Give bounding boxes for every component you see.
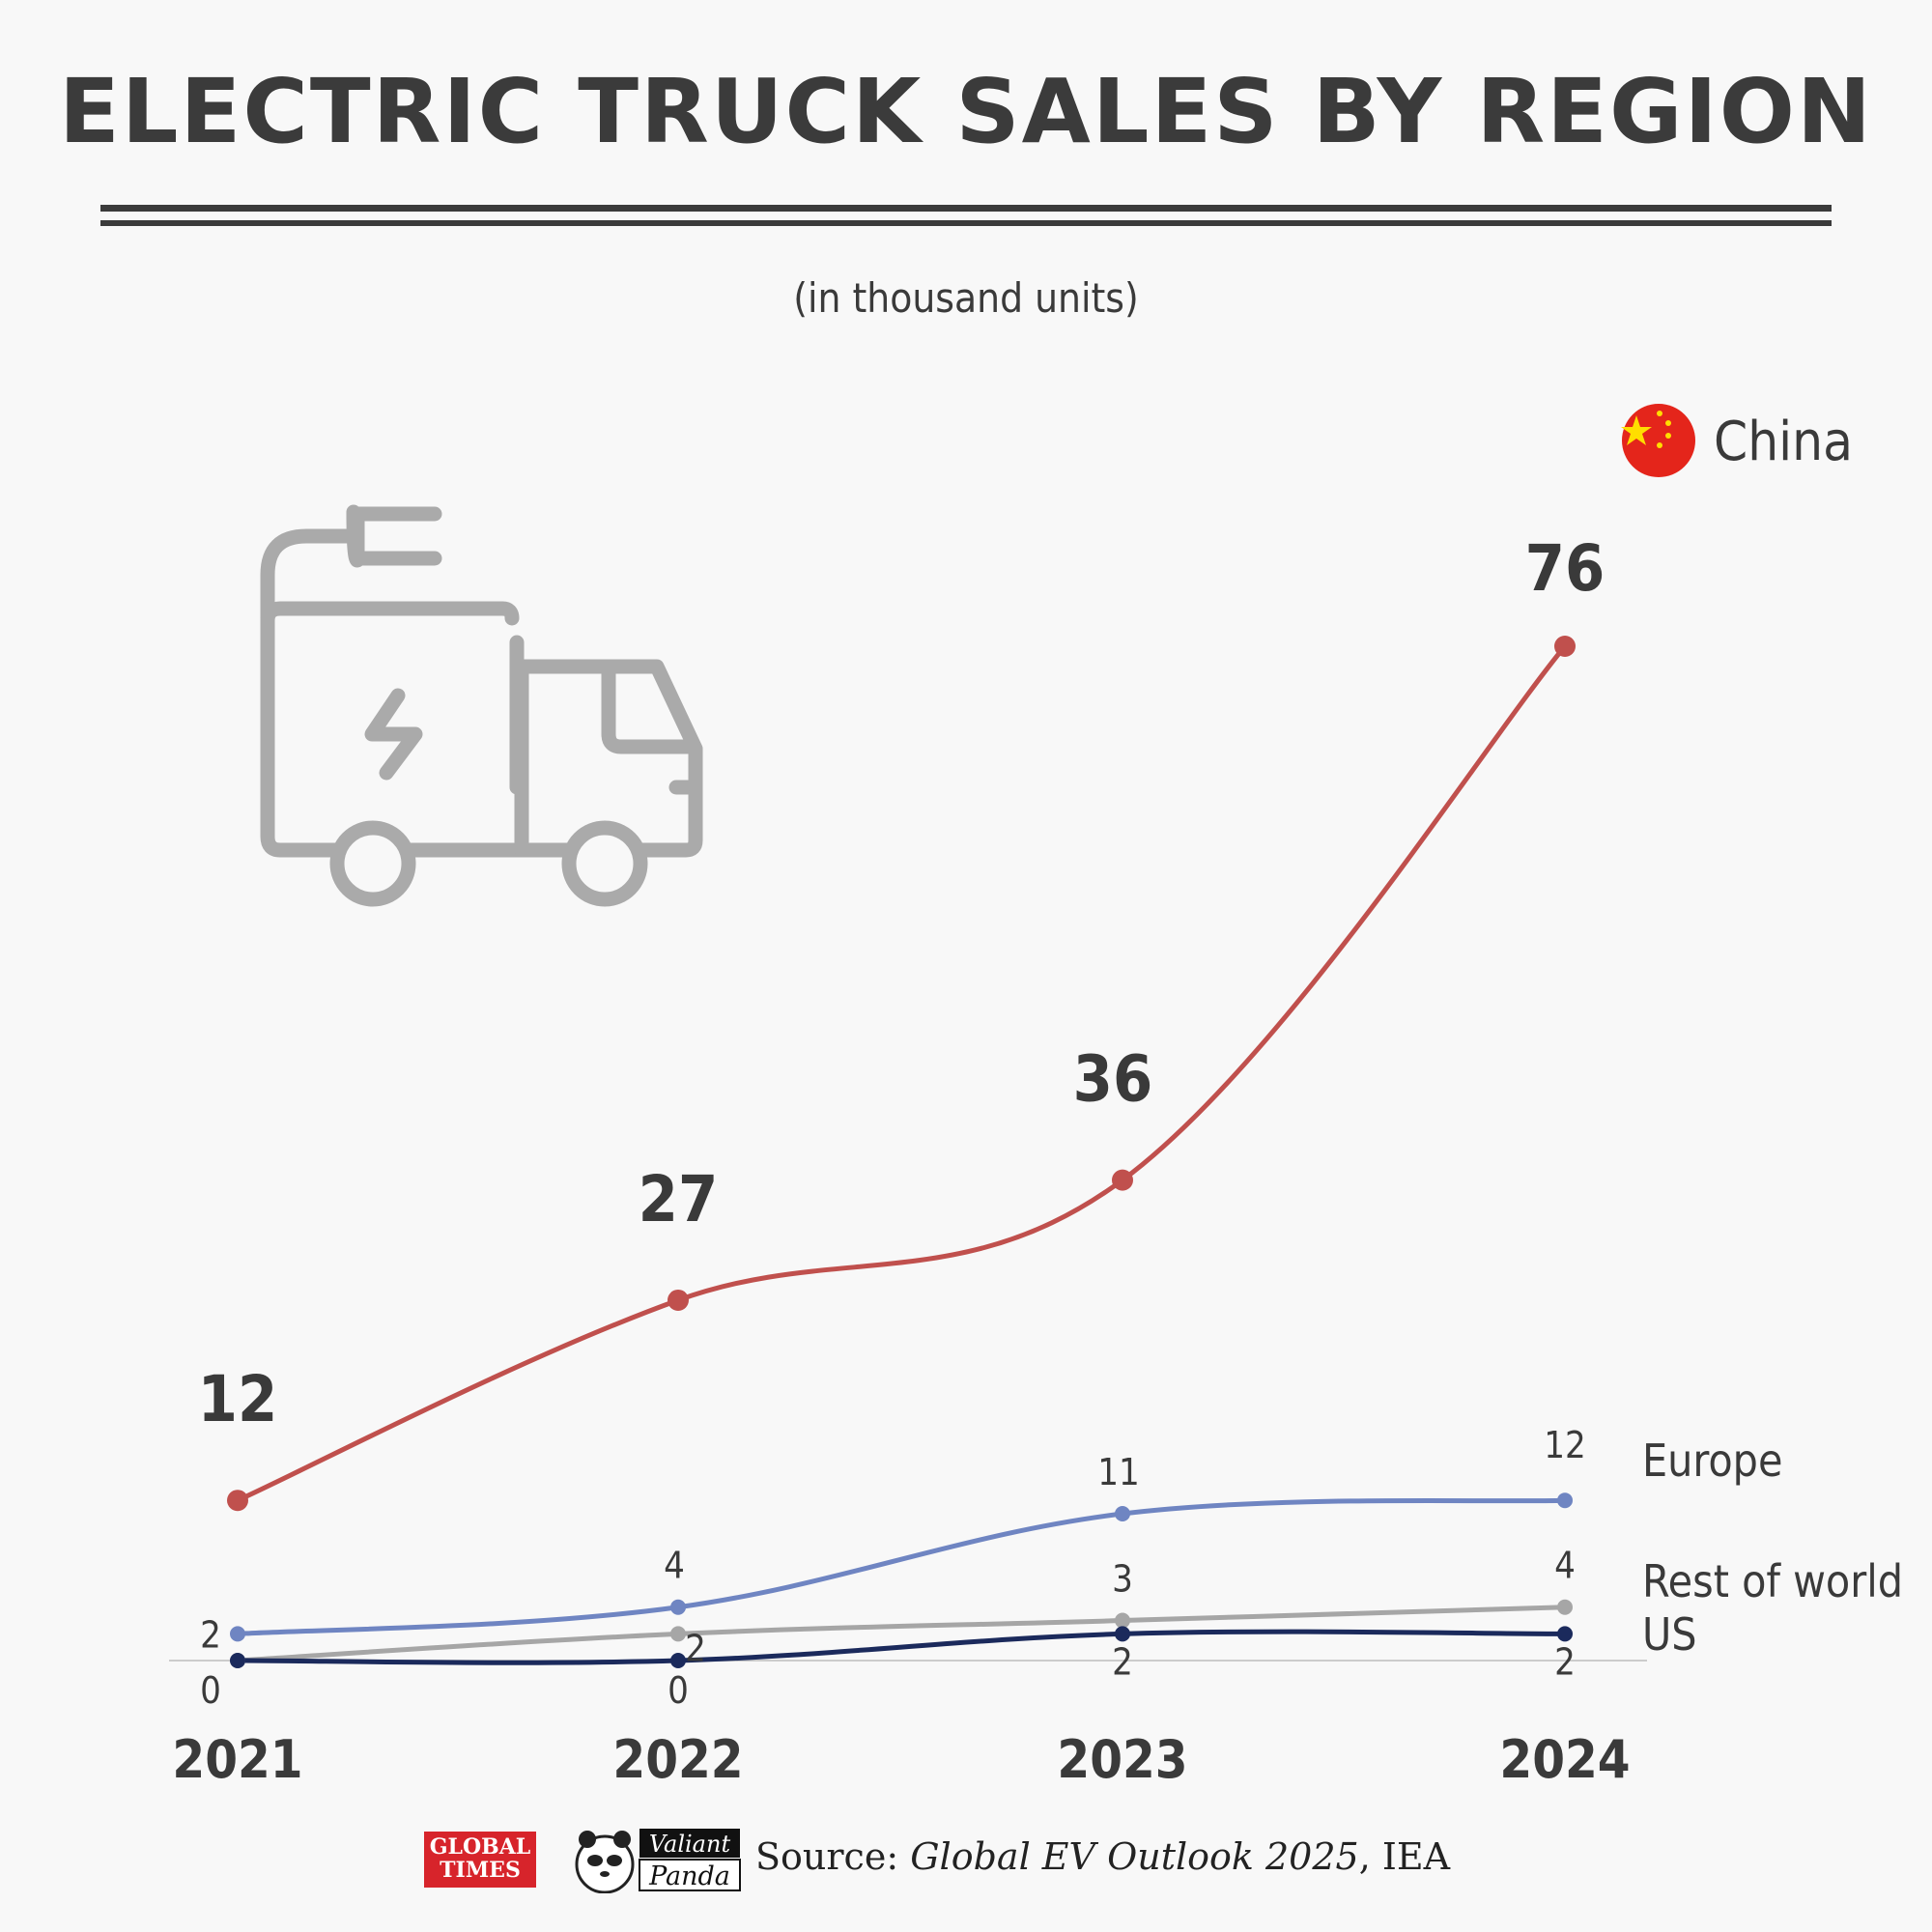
x-tick-label-2021: 2021 — [172, 1729, 302, 1790]
data-point-china-2023 — [1112, 1169, 1133, 1191]
source-note: Source: Global EV Outlook 2025, IEA — [755, 1835, 1451, 1878]
source-title: Global EV Outlook 2025 — [910, 1835, 1359, 1878]
data-point-rest-of-world-2024 — [1557, 1599, 1573, 1615]
data-label-china-2024: 76 — [1525, 531, 1605, 606]
data-label-rest-of-world-2024: 4 — [1554, 1545, 1576, 1587]
data-label-us-2024: 2 — [1554, 1640, 1576, 1683]
data-point-us-2023 — [1115, 1626, 1130, 1642]
legend-label-us: US — [1642, 1608, 1697, 1661]
data-label-europe-2021: 2 — [200, 1613, 221, 1656]
legend-label-europe: Europe — [1642, 1435, 1782, 1487]
data-label-rest-of-world-2023: 3 — [1112, 1558, 1133, 1601]
title-rule-thin — [100, 220, 1832, 226]
data-point-us-2024 — [1557, 1626, 1573, 1642]
data-label-china-2022: 27 — [639, 1162, 719, 1236]
data-label-us-2021: 0 — [200, 1669, 221, 1712]
data-point-china-2022 — [668, 1289, 689, 1311]
data-point-europe-2022 — [670, 1599, 686, 1615]
x-tick-label-2024: 2024 — [1499, 1729, 1630, 1790]
valiant-panda-logo: Valiant Panda — [575, 1829, 741, 1893]
data-point-china-2024 — [1554, 636, 1576, 657]
footer: GLOBAL TIMES Valiant Panda Source: Globa… — [0, 1826, 1932, 1903]
global-times-logo: GLOBAL TIMES — [424, 1832, 536, 1888]
data-point-europe-2024 — [1557, 1492, 1573, 1509]
data-point-china-2021 — [227, 1490, 248, 1512]
china-flag-icon — [1621, 404, 1695, 477]
series-line-europe — [235, 1497, 1568, 1636]
title-rule-thick — [100, 205, 1832, 212]
data-point-europe-2021 — [230, 1626, 245, 1642]
x-tick-label-2022: 2022 — [612, 1729, 743, 1790]
data-label-china-2023: 36 — [1073, 1042, 1153, 1117]
data-point-rest-of-world-2023 — [1115, 1612, 1130, 1629]
data-point-us-2021 — [230, 1653, 245, 1668]
legend-label-china: China — [1714, 411, 1853, 473]
data-label-europe-2023: 11 — [1097, 1451, 1140, 1493]
data-point-europe-2023 — [1115, 1506, 1130, 1522]
valiant-panda-word-2: Panda — [648, 1861, 730, 1891]
electric-truck-icon — [260, 504, 703, 907]
data-label-china-2021: 12 — [198, 1362, 278, 1436]
chart-title: ELECTRIC TRUCK SALES BY REGION — [59, 60, 1873, 163]
series-line-china — [235, 643, 1568, 1503]
valiant-panda-word-1: Valiant — [649, 1831, 731, 1858]
series-line-us — [235, 1629, 1568, 1665]
data-point-rest-of-world-2022 — [670, 1626, 686, 1642]
chart-subtitle: (in thousand units) — [793, 274, 1139, 322]
series-line-rest-of-world — [235, 1605, 1568, 1663]
data-label-us-2023: 2 — [1112, 1640, 1133, 1683]
data-point-us-2022 — [670, 1653, 686, 1668]
data-label-us-2022: 0 — [668, 1669, 689, 1712]
x-tick-label-2023: 2023 — [1057, 1729, 1187, 1790]
data-label-europe-2022: 4 — [664, 1545, 685, 1587]
data-label-rest-of-world-2022: 2 — [685, 1627, 706, 1669]
data-label-europe-2024: 12 — [1544, 1424, 1586, 1466]
legend-label-rest-of-world: Rest of world — [1642, 1555, 1903, 1607]
